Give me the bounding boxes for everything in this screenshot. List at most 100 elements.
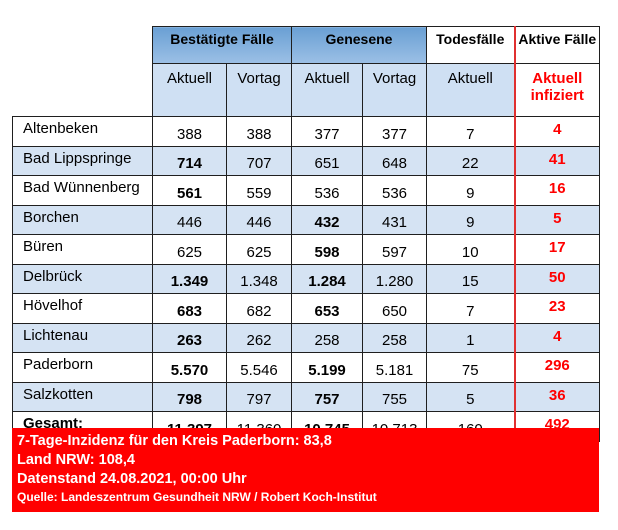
genesene-aktuell-cell: 651 <box>291 145 364 176</box>
genesene-vortag-cell: 5.181 <box>362 352 428 383</box>
incidence-kreis-text: 7-Tage-Inzidenz für den Kreis Paderborn:… <box>17 433 332 449</box>
bestaetigte-aktuell-cell: 683 <box>152 293 227 324</box>
bestaetigte-vortag-cell: 446 <box>225 204 293 235</box>
genesene-vortag-cell: 650 <box>362 293 428 324</box>
municipality-name-cell: Lichtenau <box>12 322 153 353</box>
genesene-vortag-cell: 431 <box>362 204 428 235</box>
table-row: Borchen 446 446 432 431 9 5 <box>12 204 601 235</box>
municipality-name-cell: Paderborn <box>12 352 153 383</box>
todesfaelle-aktuell-cell: 5 <box>426 381 516 412</box>
header-corner <box>12 26 153 64</box>
subheader-aktuell-infiziert: Aktuell infiziert <box>513 63 601 117</box>
todesfaelle-aktuell-cell: 7 <box>426 293 516 324</box>
todesfaelle-aktuell-cell: 9 <box>426 204 516 235</box>
municipality-name-cell: Bad Wünnenberg <box>12 175 153 206</box>
subheader-tod-aktuell: Aktuell <box>426 63 516 117</box>
header-bestaetigte-faelle: Bestätigte Fälle <box>151 26 293 64</box>
aktive-faelle-cell: 4 <box>513 116 601 147</box>
table-row: Hövelhof 683 682 653 650 7 23 <box>12 293 601 324</box>
subheader-corner <box>12 63 153 117</box>
todesfaelle-aktuell-cell: 7 <box>426 116 516 147</box>
bestaetigte-vortag-cell: 682 <box>225 293 293 324</box>
municipality-name-cell: Borchen <box>12 204 153 235</box>
todesfaelle-aktuell-cell: 22 <box>426 145 516 176</box>
table-row: Salzkotten 798 797 757 755 5 36 <box>12 381 601 412</box>
bestaetigte-aktuell-cell: 798 <box>152 381 227 412</box>
source-text: Quelle: Landeszentrum Gesundheit NRW / R… <box>17 490 377 504</box>
genesene-vortag-cell: 377 <box>362 116 428 147</box>
table-row: Delbrück 1.349 1.348 1.284 1.280 15 50 <box>12 263 601 294</box>
aktive-faelle-cell: 23 <box>513 293 601 324</box>
incidence-footer: 7-Tage-Inzidenz für den Kreis Paderborn:… <box>12 428 599 512</box>
bestaetigte-vortag-cell: 707 <box>225 145 293 176</box>
table-row: Lichtenau 263 262 258 258 1 4 <box>12 322 601 353</box>
table-row: Paderborn 5.570 5.546 5.199 5.181 75 296 <box>12 352 601 383</box>
bestaetigte-vortag-cell: 262 <box>225 322 293 353</box>
genesene-vortag-cell: 1.280 <box>362 263 428 294</box>
table-row: Bad Lippspringe 714 707 651 648 22 41 <box>12 145 601 176</box>
todesfaelle-aktuell-cell: 15 <box>426 263 516 294</box>
table-row: Büren 625 625 598 597 10 17 <box>12 234 601 265</box>
genesene-aktuell-cell: 757 <box>291 381 364 412</box>
genesene-aktuell-cell: 258 <box>291 322 364 353</box>
genesene-aktuell-cell: 1.284 <box>291 263 364 294</box>
aktive-faelle-cell: 17 <box>513 234 601 265</box>
aktive-faelle-cell: 5 <box>513 204 601 235</box>
covid-table-container: Bestätigte Fälle Genesene Todesfälle Akt… <box>12 26 601 442</box>
subheader-best-aktuell: Aktuell <box>152 63 227 117</box>
genesene-aktuell-cell: 653 <box>291 293 364 324</box>
bestaetigte-aktuell-cell: 446 <box>152 204 227 235</box>
incidence-nrw-text: Land NRW: 108,4 <box>17 452 135 468</box>
bestaetigte-aktuell-cell: 388 <box>152 116 227 147</box>
table-body: Altenbeken 388 388 377 377 7 4 Bad Lippspringe 7… <box>12 116 601 442</box>
bestaetigte-vortag-cell: 625 <box>225 234 293 265</box>
bestaetigte-aktuell-cell: 5.570 <box>152 352 227 383</box>
genesene-vortag-cell: 258 <box>362 322 428 353</box>
aktive-faelle-cell: 50 <box>513 263 601 294</box>
subheader-gen-aktuell: Aktuell <box>291 63 364 117</box>
todesfaelle-aktuell-cell: 9 <box>426 175 516 206</box>
table-row: Bad Wünnenberg 561 559 536 536 9 16 <box>12 175 601 206</box>
genesene-aktuell-cell: 432 <box>291 204 364 235</box>
bestaetigte-aktuell-cell: 625 <box>152 234 227 265</box>
municipality-name-cell: Hövelhof <box>12 293 153 324</box>
municipality-name-cell: Altenbeken <box>12 116 153 147</box>
aktive-faelle-cell: 36 <box>513 381 601 412</box>
bestaetigte-aktuell-cell: 263 <box>152 322 227 353</box>
genesene-aktuell-cell: 598 <box>291 234 364 265</box>
header-genesene: Genesene <box>291 26 428 64</box>
genesene-aktuell-cell: 377 <box>291 116 364 147</box>
aktive-faelle-cell: 296 <box>513 352 601 383</box>
header-aktive-faelle: Aktive Fälle <box>513 26 601 64</box>
bestaetigte-vortag-cell: 5.546 <box>225 352 293 383</box>
data-date-text: Datenstand 24.08.2021, 00:00 Uhr <box>17 471 247 487</box>
bestaetigte-vortag-cell: 797 <box>225 381 293 412</box>
genesene-vortag-cell: 648 <box>362 145 428 176</box>
subheader-best-vortag: Vortag <box>225 63 293 117</box>
todesfaelle-aktuell-cell: 75 <box>426 352 516 383</box>
genesene-aktuell-cell: 5.199 <box>291 352 364 383</box>
municipality-name-cell: Bad Lippspringe <box>12 145 153 176</box>
genesene-vortag-cell: 536 <box>362 175 428 206</box>
todesfaelle-aktuell-cell: 1 <box>426 322 516 353</box>
bestaetigte-aktuell-cell: 561 <box>152 175 227 206</box>
todesfaelle-aktuell-cell: 10 <box>426 234 516 265</box>
municipality-name-cell: Salzkotten <box>12 381 153 412</box>
bestaetigte-aktuell-cell: 714 <box>152 145 227 176</box>
subheader-gen-vortag: Vortag <box>362 63 428 117</box>
bestaetigte-vortag-cell: 559 <box>225 175 293 206</box>
bestaetigte-vortag-cell: 388 <box>225 116 293 147</box>
bestaetigte-aktuell-cell: 1.349 <box>152 263 227 294</box>
genesene-aktuell-cell: 536 <box>291 175 364 206</box>
aktive-faelle-cell: 16 <box>513 175 601 206</box>
bestaetigte-vortag-cell: 1.348 <box>225 263 293 294</box>
municipality-name-cell: Büren <box>12 234 153 265</box>
aktive-faelle-cell: 41 <box>513 145 601 176</box>
table-row: Altenbeken 388 388 377 377 7 4 <box>12 116 601 147</box>
municipality-name-cell: Delbrück <box>12 263 153 294</box>
genesene-vortag-cell: 755 <box>362 381 428 412</box>
aktive-faelle-cell: 4 <box>513 322 601 353</box>
covid-statistics-table: Bestätigte Fälle Genesene Todesfälle Akt… <box>12 26 601 442</box>
genesene-vortag-cell: 597 <box>362 234 428 265</box>
header-todesfaelle: Todesfälle <box>426 26 516 64</box>
